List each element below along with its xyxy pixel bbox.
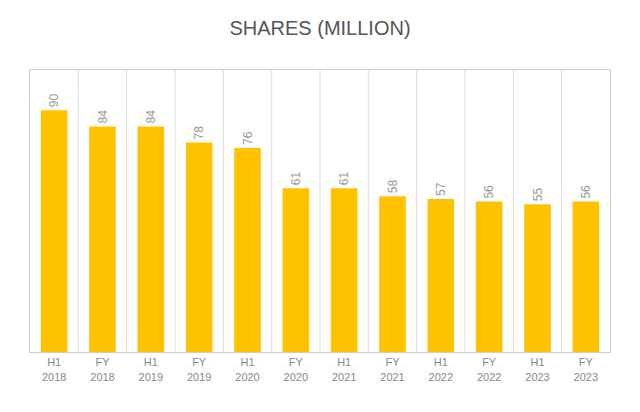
svg-text:FY2020: FY2020 bbox=[284, 356, 308, 382]
svg-text:58: 58 bbox=[386, 180, 400, 194]
svg-text:61: 61 bbox=[289, 171, 303, 185]
svg-text:FY2023: FY2023 bbox=[574, 356, 598, 382]
svg-text:57: 57 bbox=[434, 182, 448, 196]
svg-text:H12023: H12023 bbox=[525, 356, 549, 382]
svg-text:H12018: H12018 bbox=[42, 356, 66, 382]
svg-text:SHARES (MILLION): SHARES (MILLION) bbox=[229, 17, 410, 39]
svg-text:FY2019: FY2019 bbox=[187, 356, 211, 382]
svg-text:76: 76 bbox=[241, 131, 255, 145]
svg-text:78: 78 bbox=[192, 126, 206, 140]
svg-text:H12021: H12021 bbox=[332, 356, 356, 382]
svg-text:FY2021: FY2021 bbox=[380, 356, 404, 382]
svg-text:84: 84 bbox=[144, 110, 158, 124]
svg-text:FY2022: FY2022 bbox=[477, 356, 501, 382]
svg-text:56: 56 bbox=[482, 185, 496, 199]
svg-text:56: 56 bbox=[579, 185, 593, 199]
svg-text:FY2018: FY2018 bbox=[90, 356, 114, 382]
svg-text:90: 90 bbox=[47, 94, 61, 108]
svg-text:H12022: H12022 bbox=[429, 356, 453, 382]
svg-text:61: 61 bbox=[337, 171, 351, 185]
svg-text:55: 55 bbox=[531, 188, 545, 202]
svg-text:84: 84 bbox=[96, 110, 110, 124]
svg-text:H12020: H12020 bbox=[235, 356, 259, 382]
svg-text:H12019: H12019 bbox=[139, 356, 163, 382]
